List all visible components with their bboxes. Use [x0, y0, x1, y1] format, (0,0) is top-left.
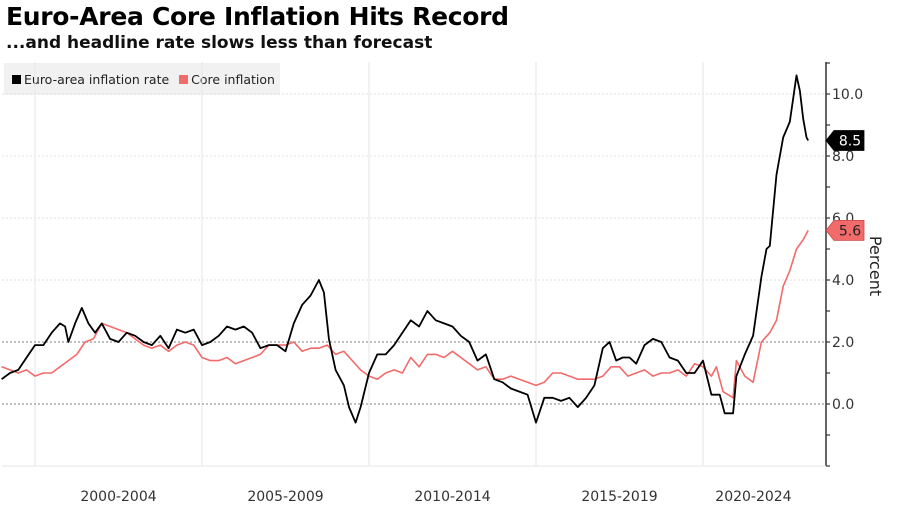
y-tick-label: 4.0 [832, 273, 854, 289]
series-lines [1, 74, 809, 424]
x-tick-label: 2005-2009 [247, 489, 323, 505]
series-line-headline [1, 74, 809, 424]
end-flag-headline [825, 130, 865, 151]
end-label-core: 5.6 [839, 223, 861, 239]
chart-legend: Euro-area inflation rate Core inflation [4, 63, 280, 95]
legend-swatch-core [179, 74, 189, 84]
legend-label-core: Core inflation [191, 71, 275, 87]
y-axis-title: Percent [866, 236, 885, 296]
legend-item-core: Core inflation [179, 72, 275, 87]
gridlines [2, 62, 826, 466]
legend-swatch-headline [12, 74, 21, 84]
legend-item-headline: Euro-area inflation rate [12, 72, 169, 87]
x-tick-label: 2010-2014 [414, 489, 490, 505]
y-tick-label: 8.0 [832, 149, 854, 165]
y-axis: 0.02.04.06.08.010.0 [825, 62, 863, 467]
series-line-core [1, 230, 809, 399]
x-tick-label: 2020-2024 [715, 489, 791, 505]
x-axis: 2000-2004 2005-2009 2010-2014 2015-2019 2020… [2, 465, 826, 505]
y-tick-label: 0.0 [832, 397, 854, 413]
end-label-headline: 8.5 [839, 134, 861, 150]
chart-title: Euro-Area Core Inflation Hits Record [6, 2, 509, 31]
end-labels: 8.5 5.6 [825, 130, 865, 241]
end-flag-core [825, 219, 865, 241]
y-tick-label: 2.0 [832, 335, 854, 351]
chart-subtitle: ...and headline rate slows less than for… [6, 33, 433, 53]
legend-label-headline: Euro-area inflation rate [24, 71, 170, 87]
x-tick-label: 2015-2019 [581, 489, 657, 505]
y-tick-label: 10.0 [832, 87, 863, 103]
x-tick-label: 2000-2004 [80, 489, 156, 505]
reference-lines [2, 341, 826, 405]
